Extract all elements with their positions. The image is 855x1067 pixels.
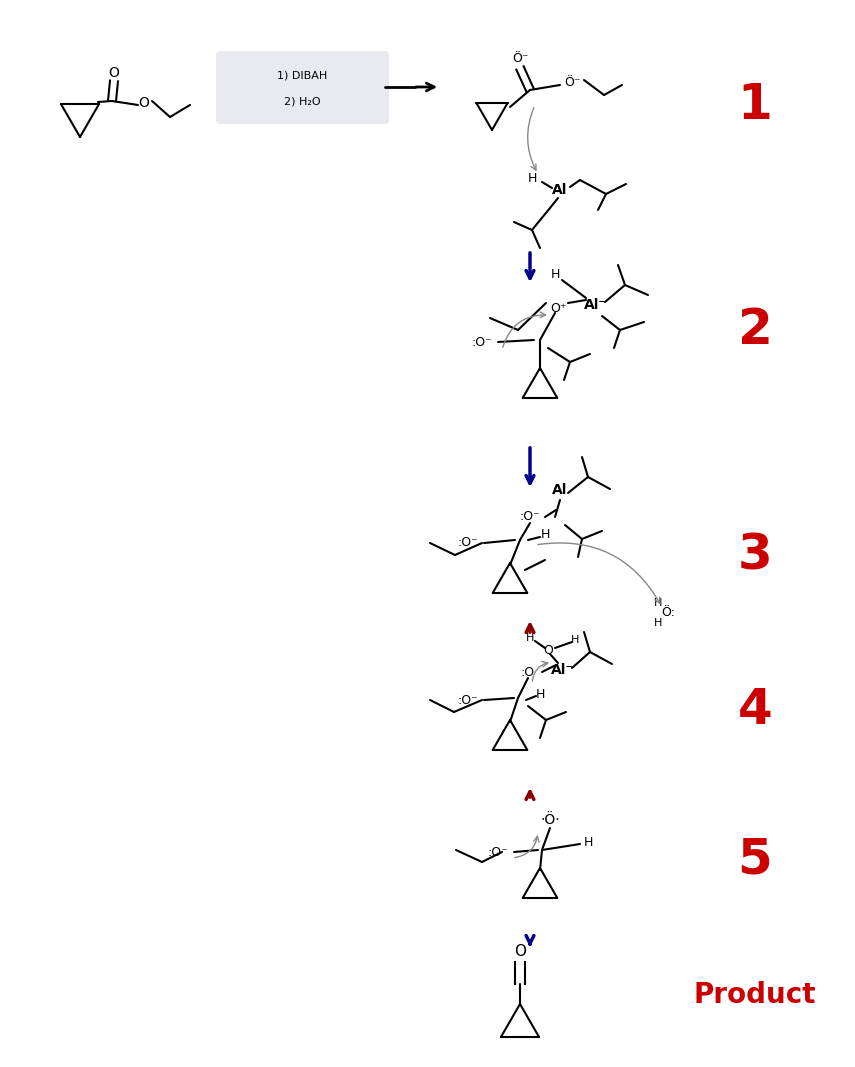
Text: Al⁻: Al⁻ bbox=[584, 298, 606, 312]
Text: Ö⁻: Ö⁻ bbox=[512, 51, 528, 64]
Text: Product: Product bbox=[693, 981, 817, 1009]
Text: 1: 1 bbox=[738, 81, 772, 129]
Text: Al⁻: Al⁻ bbox=[551, 663, 574, 676]
Text: 5: 5 bbox=[738, 837, 772, 883]
Text: :O⁻: :O⁻ bbox=[520, 510, 540, 524]
Text: :O⁻: :O⁻ bbox=[472, 335, 492, 349]
Text: H: H bbox=[654, 598, 662, 608]
Text: 2: 2 bbox=[738, 306, 772, 354]
Text: H: H bbox=[526, 633, 534, 643]
Text: :O⁻: :O⁻ bbox=[487, 845, 509, 859]
Text: Al: Al bbox=[552, 184, 568, 197]
Text: O: O bbox=[139, 96, 150, 110]
Text: :O⁻: :O⁻ bbox=[457, 694, 479, 706]
Text: Al: Al bbox=[552, 483, 568, 497]
Text: Ö⁻: Ö⁻ bbox=[563, 76, 581, 89]
Text: H: H bbox=[551, 269, 560, 282]
Text: 4: 4 bbox=[738, 686, 772, 734]
Text: 3: 3 bbox=[738, 531, 772, 579]
Text: :O: :O bbox=[521, 666, 535, 679]
Text: Ö:: Ö: bbox=[661, 606, 675, 620]
Text: O: O bbox=[514, 944, 526, 959]
Text: H: H bbox=[535, 687, 545, 701]
Text: O: O bbox=[109, 66, 120, 80]
Text: 1) DIBAH: 1) DIBAH bbox=[277, 70, 327, 80]
Text: :O⁻: :O⁻ bbox=[457, 537, 479, 550]
Text: H: H bbox=[654, 618, 662, 628]
Text: O⁺: O⁺ bbox=[550, 302, 566, 315]
Text: ·Ö·: ·Ö· bbox=[540, 813, 560, 827]
Text: 2) H₂O: 2) H₂O bbox=[284, 96, 321, 106]
FancyBboxPatch shape bbox=[216, 51, 389, 124]
Text: H: H bbox=[583, 835, 593, 848]
Text: H: H bbox=[540, 528, 550, 541]
Text: H: H bbox=[571, 635, 579, 644]
Text: O: O bbox=[543, 643, 553, 656]
Text: H: H bbox=[528, 172, 537, 185]
